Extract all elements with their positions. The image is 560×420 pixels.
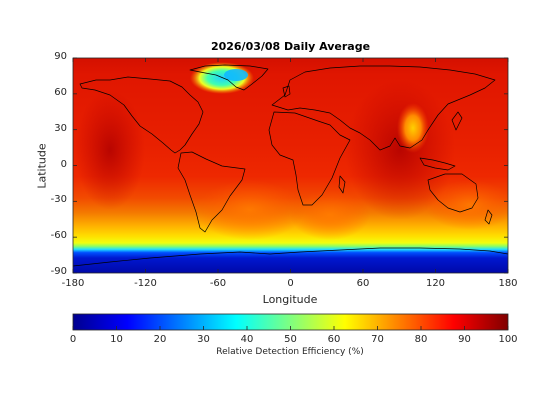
x-tick-label: 60: [356, 278, 370, 289]
colorbar-tick-label: 70: [371, 334, 384, 345]
coast-greenland: [189, 64, 269, 91]
greenland-core: [224, 69, 248, 81]
x-axis-label: Longitude: [262, 293, 318, 306]
y-tick-label: 30: [54, 122, 67, 134]
dark-band-eastpacific: [75, 90, 145, 210]
colorbar-tick-label: 10: [110, 334, 123, 345]
y-tick-label: 90: [54, 51, 67, 62]
warm-patch-pacific: [425, 180, 508, 230]
colorbar-tick-label: 80: [414, 334, 428, 345]
colorbar-tick-label: 40: [240, 334, 254, 345]
y-tick-label: -60: [50, 230, 67, 242]
warm-patch-atlantic: [195, 180, 305, 240]
x-tick-label: 120: [425, 278, 446, 289]
colorbar-tick-label: 50: [284, 334, 297, 345]
coast-madagascar: [338, 175, 346, 194]
colorbar-tick-label: 100: [498, 334, 518, 345]
x-tick-label: -120: [134, 278, 157, 289]
y-tick-label: -30: [50, 194, 67, 206]
colorbar-tick-label: 60: [327, 334, 341, 345]
coast-japan: [451, 111, 463, 131]
coast-north-america: [79, 76, 204, 154]
coast-australia: [427, 173, 479, 213]
warm-patch-indian: [290, 190, 370, 240]
coast-antarctica: [73, 247, 508, 267]
colorbar-tick-label: 20: [153, 334, 167, 345]
east-asia-anomaly: [397, 103, 429, 153]
coast-south-america: [177, 151, 246, 233]
x-tick-label: 180: [498, 278, 518, 289]
coast-africa: [268, 111, 351, 206]
y-tick-label: 0: [60, 158, 67, 170]
x-tick-label: -180: [61, 278, 85, 289]
coast-eurasia: [271, 65, 496, 151]
coast-new-zealand: [484, 209, 493, 225]
coast-indonesia: [419, 157, 456, 171]
colorbar-tick-label: 30: [197, 334, 210, 345]
x-tick-label: -60: [209, 278, 227, 289]
coastlines: [73, 64, 508, 267]
map-title: 2026/03/08 Daily Average: [210, 40, 371, 53]
coast-british-isles: [282, 85, 291, 98]
x-tick-label: 0: [287, 278, 294, 289]
colorbar-label: Relative Detection Efficiency (%): [216, 347, 364, 357]
y-axis-label: Latitude: [35, 143, 49, 189]
y-tick-label: -90: [50, 266, 67, 277]
colorbar-tick-label: 0: [69, 334, 77, 345]
colorbar-tick-label: 90: [458, 334, 471, 345]
dark-band-asia: [345, 80, 455, 220]
y-tick-label: 60: [54, 86, 67, 98]
